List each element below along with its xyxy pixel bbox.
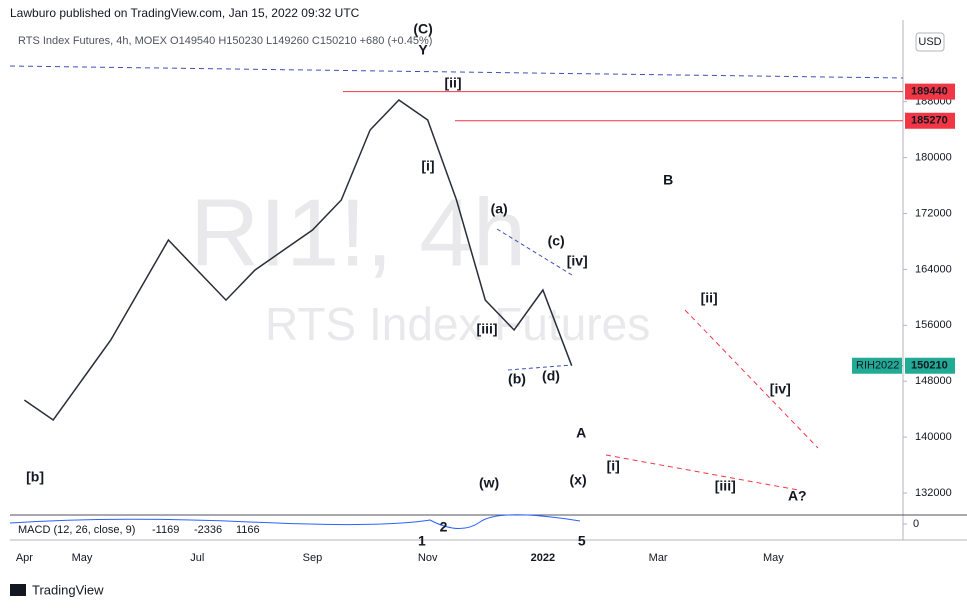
last-tag <box>905 357 955 374</box>
macd-wave-label: 1 <box>418 533 426 549</box>
x-tick-label: Mar <box>649 552 668 564</box>
macd-title: MACD (12, 26, close, 9) <box>18 524 135 536</box>
x-tick-label: May <box>72 552 93 564</box>
triangle-line <box>496 228 573 276</box>
currency[interactable]: USD <box>918 36 941 48</box>
macd-wave-label: 2 <box>440 519 448 535</box>
wave-label: A? <box>788 488 807 504</box>
wave-label: (C) <box>413 21 432 37</box>
x-tick-label: May <box>763 552 784 564</box>
projection-line <box>684 309 819 449</box>
y-tick-label: 156000 <box>915 319 952 331</box>
wave-label: (c) <box>548 233 565 249</box>
level-tag <box>905 112 955 129</box>
y-tick-label: 148000 <box>915 375 952 387</box>
wave-label: [iv] <box>567 253 588 269</box>
macd-value: -1169 <box>152 524 179 536</box>
wave-label: [iii] <box>715 478 736 494</box>
publisher: Lawburo published on TradingView.com, Ja… <box>10 6 360 20</box>
macd-line <box>9 514 581 529</box>
macd-wave-label: 5 <box>578 533 586 549</box>
wave-label: [i] <box>607 458 620 474</box>
wave-label: [i] <box>421 158 434 174</box>
wave-label: [ii] <box>701 290 718 306</box>
macd-value: -2336 <box>194 524 222 536</box>
wave-label: [ii] <box>444 75 461 91</box>
y-tick-label: 132000 <box>915 487 952 499</box>
wave-label: [b] <box>26 469 44 485</box>
level-label: 185270 <box>911 115 948 127</box>
wave-label: (x) <box>570 472 587 488</box>
symbol-legend: RTS Index Futures, 4h, MOEX O149540 H150… <box>18 35 432 47</box>
wave-label: (d) <box>542 368 560 384</box>
macd-zero-label: 0 <box>913 518 919 530</box>
trend-line <box>9 65 904 79</box>
currency-box[interactable] <box>915 32 945 52</box>
watermark-name: RTS Index Futures <box>265 298 650 350</box>
watermark-symbol: RI1!, 4h <box>190 179 526 286</box>
symbol-label: RIH2022 <box>856 360 899 372</box>
wave-label: A <box>576 425 586 441</box>
y-tick-label: 180000 <box>915 151 952 163</box>
symbol-tag <box>852 357 902 374</box>
projection-line <box>605 454 799 491</box>
x-tick-label: 2022 <box>531 552 555 564</box>
x-tick-label: Nov <box>418 552 438 564</box>
x-tick-label: Jul <box>190 552 204 564</box>
y-tick-label: 172000 <box>915 207 952 219</box>
wave-label: [iii] <box>477 321 498 337</box>
y-tick-label: 164000 <box>915 263 952 275</box>
level-tag <box>905 83 955 100</box>
wave-label: (a) <box>491 201 508 217</box>
wave-label: Y <box>418 42 428 58</box>
brand-logo <box>10 584 26 596</box>
x-tick-label: Apr <box>16 552 33 564</box>
wave-label: (b) <box>508 371 526 387</box>
triangle-line <box>507 364 573 371</box>
macd-value: 1166 <box>236 524 260 536</box>
price-line <box>23 99 573 422</box>
wave-label: B <box>663 172 673 188</box>
level-label: 189440 <box>911 86 948 98</box>
y-tick-label: 140000 <box>915 431 952 443</box>
x-tick-label: Sep <box>303 552 323 564</box>
wave-label: (w) <box>479 475 499 491</box>
brand: TradingView <box>32 582 104 597</box>
last-label: 150210 <box>911 360 948 372</box>
wave-label: [iv] <box>770 381 791 397</box>
